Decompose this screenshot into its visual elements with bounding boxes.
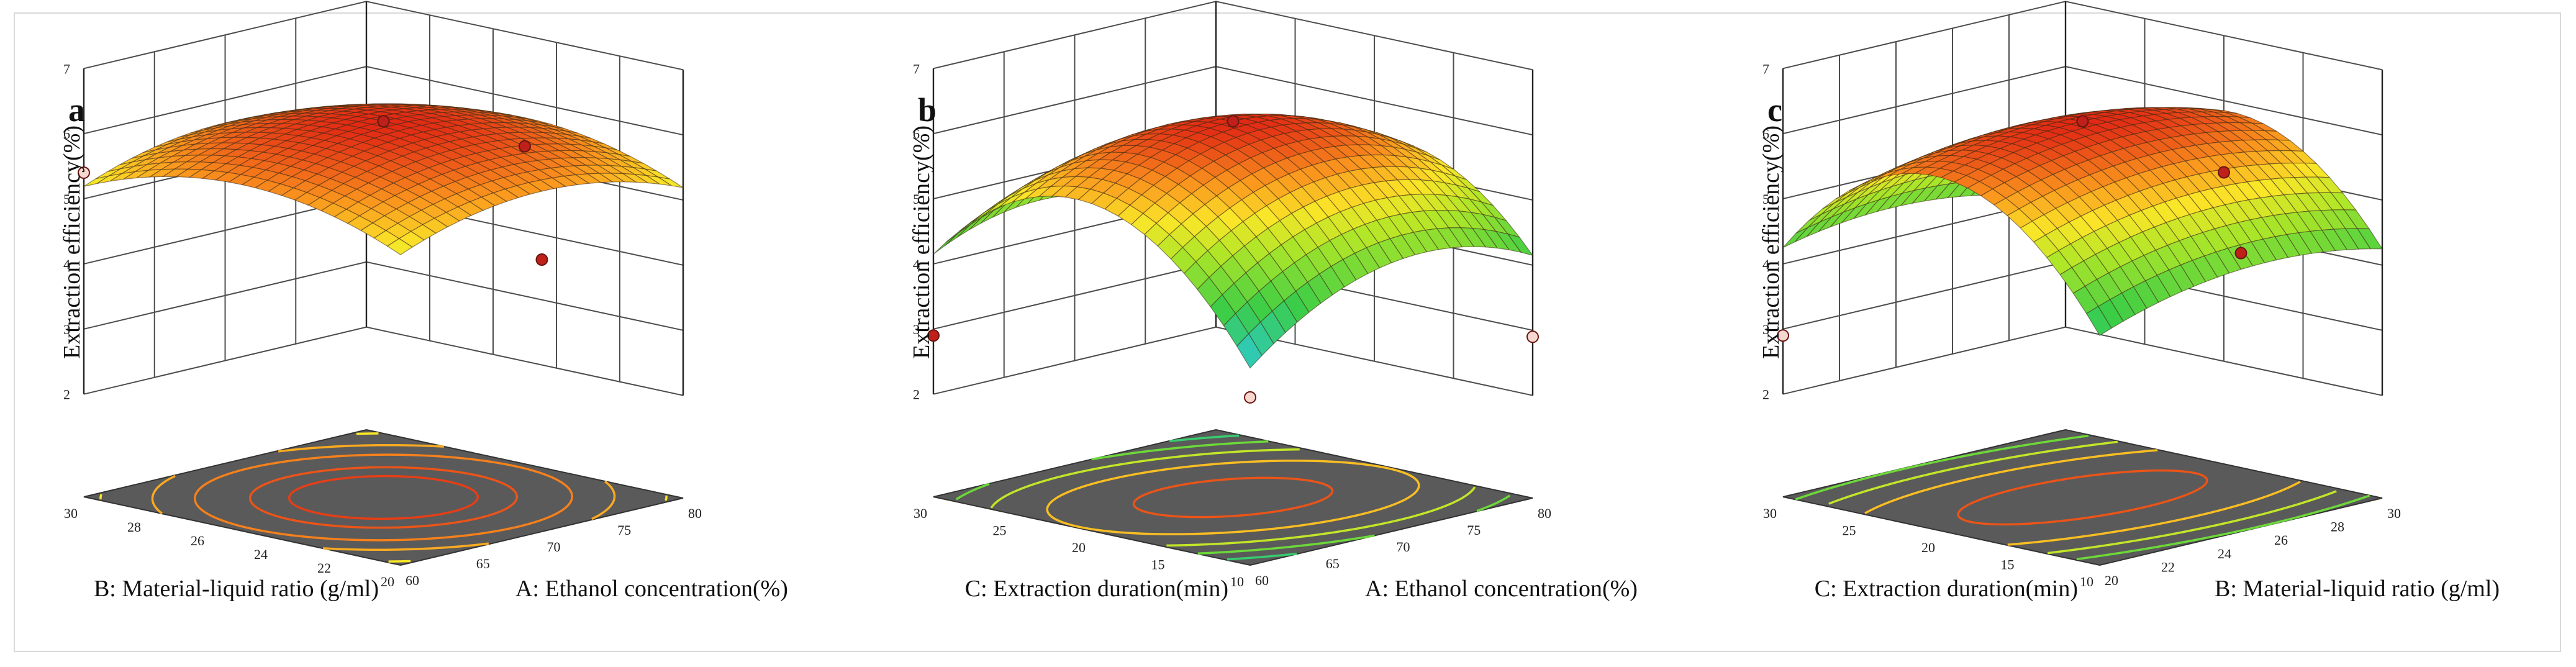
z-tick-label: 4 xyxy=(1762,256,1769,272)
z-axis-title: Extraction efficiency(%) xyxy=(909,125,935,359)
z-axis-title: Extraction efficiency(%) xyxy=(59,125,85,359)
x-tick-label: 28 xyxy=(2331,519,2344,535)
z-tick-label: 6 xyxy=(63,126,70,142)
z-tick-label: 2 xyxy=(1762,387,1769,402)
x-axis-title: A: Ethanol concentration(%) xyxy=(515,576,788,602)
floor-contours xyxy=(955,434,1511,561)
y-tick-label: 20 xyxy=(381,574,394,589)
z-tick-label: 5 xyxy=(63,191,70,207)
y-tick-label: 26 xyxy=(191,533,204,548)
z-tick-label: 3 xyxy=(1762,322,1769,337)
z-tick-label: 7 xyxy=(63,61,70,76)
design-point-marker xyxy=(1777,329,1789,342)
x-tick-label: 60 xyxy=(1255,573,1269,588)
response-surface xyxy=(1782,107,2383,337)
design-point-marker xyxy=(2234,247,2247,260)
x-tick-label: 20 xyxy=(2105,573,2118,588)
z-tick-labels: 2 3 4 5 6 7 xyxy=(913,61,920,402)
x-tick-label: 30 xyxy=(2387,506,2401,521)
design-point-marker xyxy=(2076,115,2089,128)
x-tick-label: 65 xyxy=(1326,556,1340,571)
x-axis-title: B: Material-liquid ratio (g/ml) xyxy=(2215,576,2500,602)
y-tick-label: 25 xyxy=(1843,523,1856,538)
y-tick-label: 25 xyxy=(993,523,1007,538)
y-tick-label: 20 xyxy=(1072,540,1086,555)
z-tick-label: 6 xyxy=(1762,126,1769,142)
y-tick-labels: 10 15 20 25 30 xyxy=(1763,506,2093,589)
x-tick-label: 26 xyxy=(2274,532,2288,548)
response-surface xyxy=(933,113,1534,369)
design-point-marker xyxy=(78,166,90,179)
x-tick-labels: 60 65 70 75 80 xyxy=(406,506,702,588)
z-tick-label: 7 xyxy=(913,61,920,76)
z-tick-labels: 2 3 4 5 6 7 xyxy=(1762,61,1769,402)
floor-contours xyxy=(99,432,668,563)
x-tick-label: 80 xyxy=(1538,506,1551,521)
x-tick-label: 60 xyxy=(406,573,419,588)
y-tick-label: 10 xyxy=(2080,574,2093,589)
z-tick-label: 4 xyxy=(63,256,70,272)
design-point-marker xyxy=(1526,330,1539,343)
design-point-marker xyxy=(1244,391,1256,404)
y-tick-label: 30 xyxy=(1763,506,1777,521)
y-axis-title: B: Material-liquid ratio (g/ml) xyxy=(94,576,379,602)
x-tick-label: 65 xyxy=(476,556,490,571)
panel-c-chart: 2 3 4 5 6 7 20 22 24 26 28 30 10 15 20 25 30 Extraction e… xyxy=(1758,1,2500,602)
design-point-marker xyxy=(535,253,548,266)
response-surface xyxy=(83,103,684,255)
y-tick-label: 22 xyxy=(317,560,331,576)
z-tick-label: 2 xyxy=(913,387,920,402)
floor-contours xyxy=(1795,434,2370,561)
contour-floor xyxy=(933,429,1533,566)
x-tick-label: 24 xyxy=(2218,546,2231,561)
z-tick-label: 3 xyxy=(913,322,920,337)
design-point-marker xyxy=(927,329,940,342)
panel-b-chart: 2 3 4 5 6 7 60 65 70 75 80 10 15 20 25 30 Extraction eff… xyxy=(909,1,1638,602)
z-tick-label: 4 xyxy=(913,256,920,272)
x-tick-label: 75 xyxy=(1467,522,1481,538)
z-tick-label: 5 xyxy=(913,191,920,207)
design-points xyxy=(78,115,548,266)
y-axis-title: C: Extraction duration(min) xyxy=(965,576,1228,602)
panel-letter: a xyxy=(68,91,85,129)
y-tick-label: 15 xyxy=(2001,557,2015,573)
z-tick-label: 7 xyxy=(1762,61,1769,76)
y-tick-labels: 20 22 24 26 28 30 xyxy=(64,506,394,589)
design-point-marker xyxy=(519,140,531,153)
z-axis-title: Extraction efficiency(%) xyxy=(1758,125,1784,359)
x-tick-label: 75 xyxy=(617,522,631,538)
z-tick-label: 2 xyxy=(63,387,70,402)
design-points xyxy=(1777,115,2247,342)
y-tick-label: 24 xyxy=(254,547,268,562)
y-tick-label: 20 xyxy=(1921,540,1935,555)
x-axis-title: A: Ethanol concentration(%) xyxy=(1365,576,1638,602)
panel-letter: b xyxy=(918,91,937,129)
z-tick-labels: 2 3 4 5 6 7 xyxy=(63,61,70,402)
z-tick-label: 5 xyxy=(1762,191,1769,207)
design-point-marker xyxy=(2218,166,2230,179)
y-tick-label: 30 xyxy=(914,506,927,521)
figure-frame xyxy=(14,12,2561,652)
contour-floor xyxy=(1782,429,2383,566)
x-tick-label: 70 xyxy=(547,539,561,555)
design-points xyxy=(927,115,1539,404)
z-tick-label: 6 xyxy=(913,126,920,142)
x-tick-labels: 60 65 70 75 80 xyxy=(1255,506,1551,588)
x-tick-label: 22 xyxy=(2161,559,2175,574)
z-tick-label: 3 xyxy=(63,322,70,337)
contour-floor xyxy=(83,429,684,566)
y-tick-label: 15 xyxy=(1151,557,1165,573)
panel-a-chart: 2 3 4 5 6 7 60 65 70 75 80 20 22 24 26 28 30 Extraction e… xyxy=(59,1,788,602)
y-tick-label: 30 xyxy=(64,506,78,521)
y-tick-labels: 10 15 20 25 30 xyxy=(914,506,1244,589)
x-tick-label: 70 xyxy=(1397,539,1410,555)
panel-letter: c xyxy=(1767,91,1782,129)
design-point-marker xyxy=(377,115,390,128)
y-axis-title: C: Extraction duration(min) xyxy=(1815,576,2078,602)
x-tick-label: 80 xyxy=(688,506,702,521)
y-tick-label: 28 xyxy=(127,519,141,535)
x-tick-labels: 20 22 24 26 28 30 xyxy=(2105,506,2401,588)
design-point-marker xyxy=(1227,115,1240,128)
y-tick-label: 10 xyxy=(1230,574,1244,589)
